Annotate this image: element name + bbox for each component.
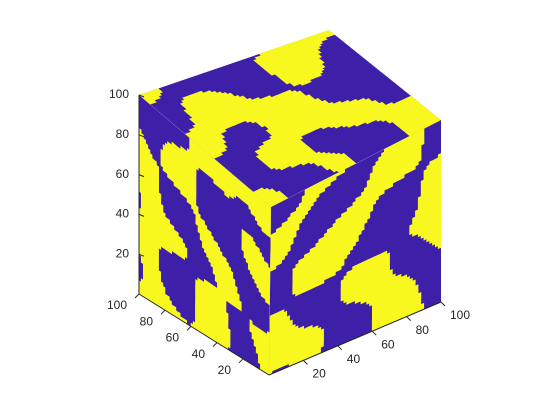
x-axis-line [268,301,442,376]
left-face-phase-regions [139,127,271,375]
z-tick-label: 20 [116,246,130,260]
z-tick-mark [138,253,145,257]
y-tick-label: 60 [166,331,180,345]
top-face-phase-regions [139,30,441,207]
x-tick-label: 20 [312,367,326,381]
z-tick-label: 80 [116,127,130,141]
x-tick-label: 100 [450,308,470,322]
z-tick-mark [138,134,145,138]
x-tick-mark [440,301,446,307]
z-tick-mark [138,174,145,178]
x-tick-mark [371,330,377,336]
z-tick-label: 40 [116,207,130,221]
cube-faces [139,30,441,375]
y-tick-label: 100 [107,298,127,312]
axes: 20 40 60 80 100 20 40 60 80 100 20 40 60 80 100 [107,87,470,380]
x-tick-mark [303,360,308,365]
y-tick-mark [134,293,140,299]
right-face [269,120,441,375]
right-face-phase-regions [269,128,441,375]
y-tick-label: 20 [218,363,232,377]
y-tick-mark [186,326,192,331]
left-face [139,95,271,375]
x-tick-label: 60 [381,337,395,351]
x-tick-mark [406,316,411,321]
y-axis-line [138,293,270,376]
x-tick-label: 40 [347,352,361,366]
x-tick-label: 80 [416,323,430,337]
y-tick-mark [238,358,244,364]
x-tick-mark [337,345,343,351]
y-tick-mark [212,342,218,347]
z-tick-label: 60 [116,167,130,181]
y-tick-label: 40 [192,347,206,361]
y-tick-label: 80 [140,314,154,328]
y-tick-mark [160,309,166,315]
z-tick-label: 100 [109,87,129,101]
z-tick-mark [138,213,145,217]
top-face [139,30,441,207]
z-tick-mark [138,94,145,98]
